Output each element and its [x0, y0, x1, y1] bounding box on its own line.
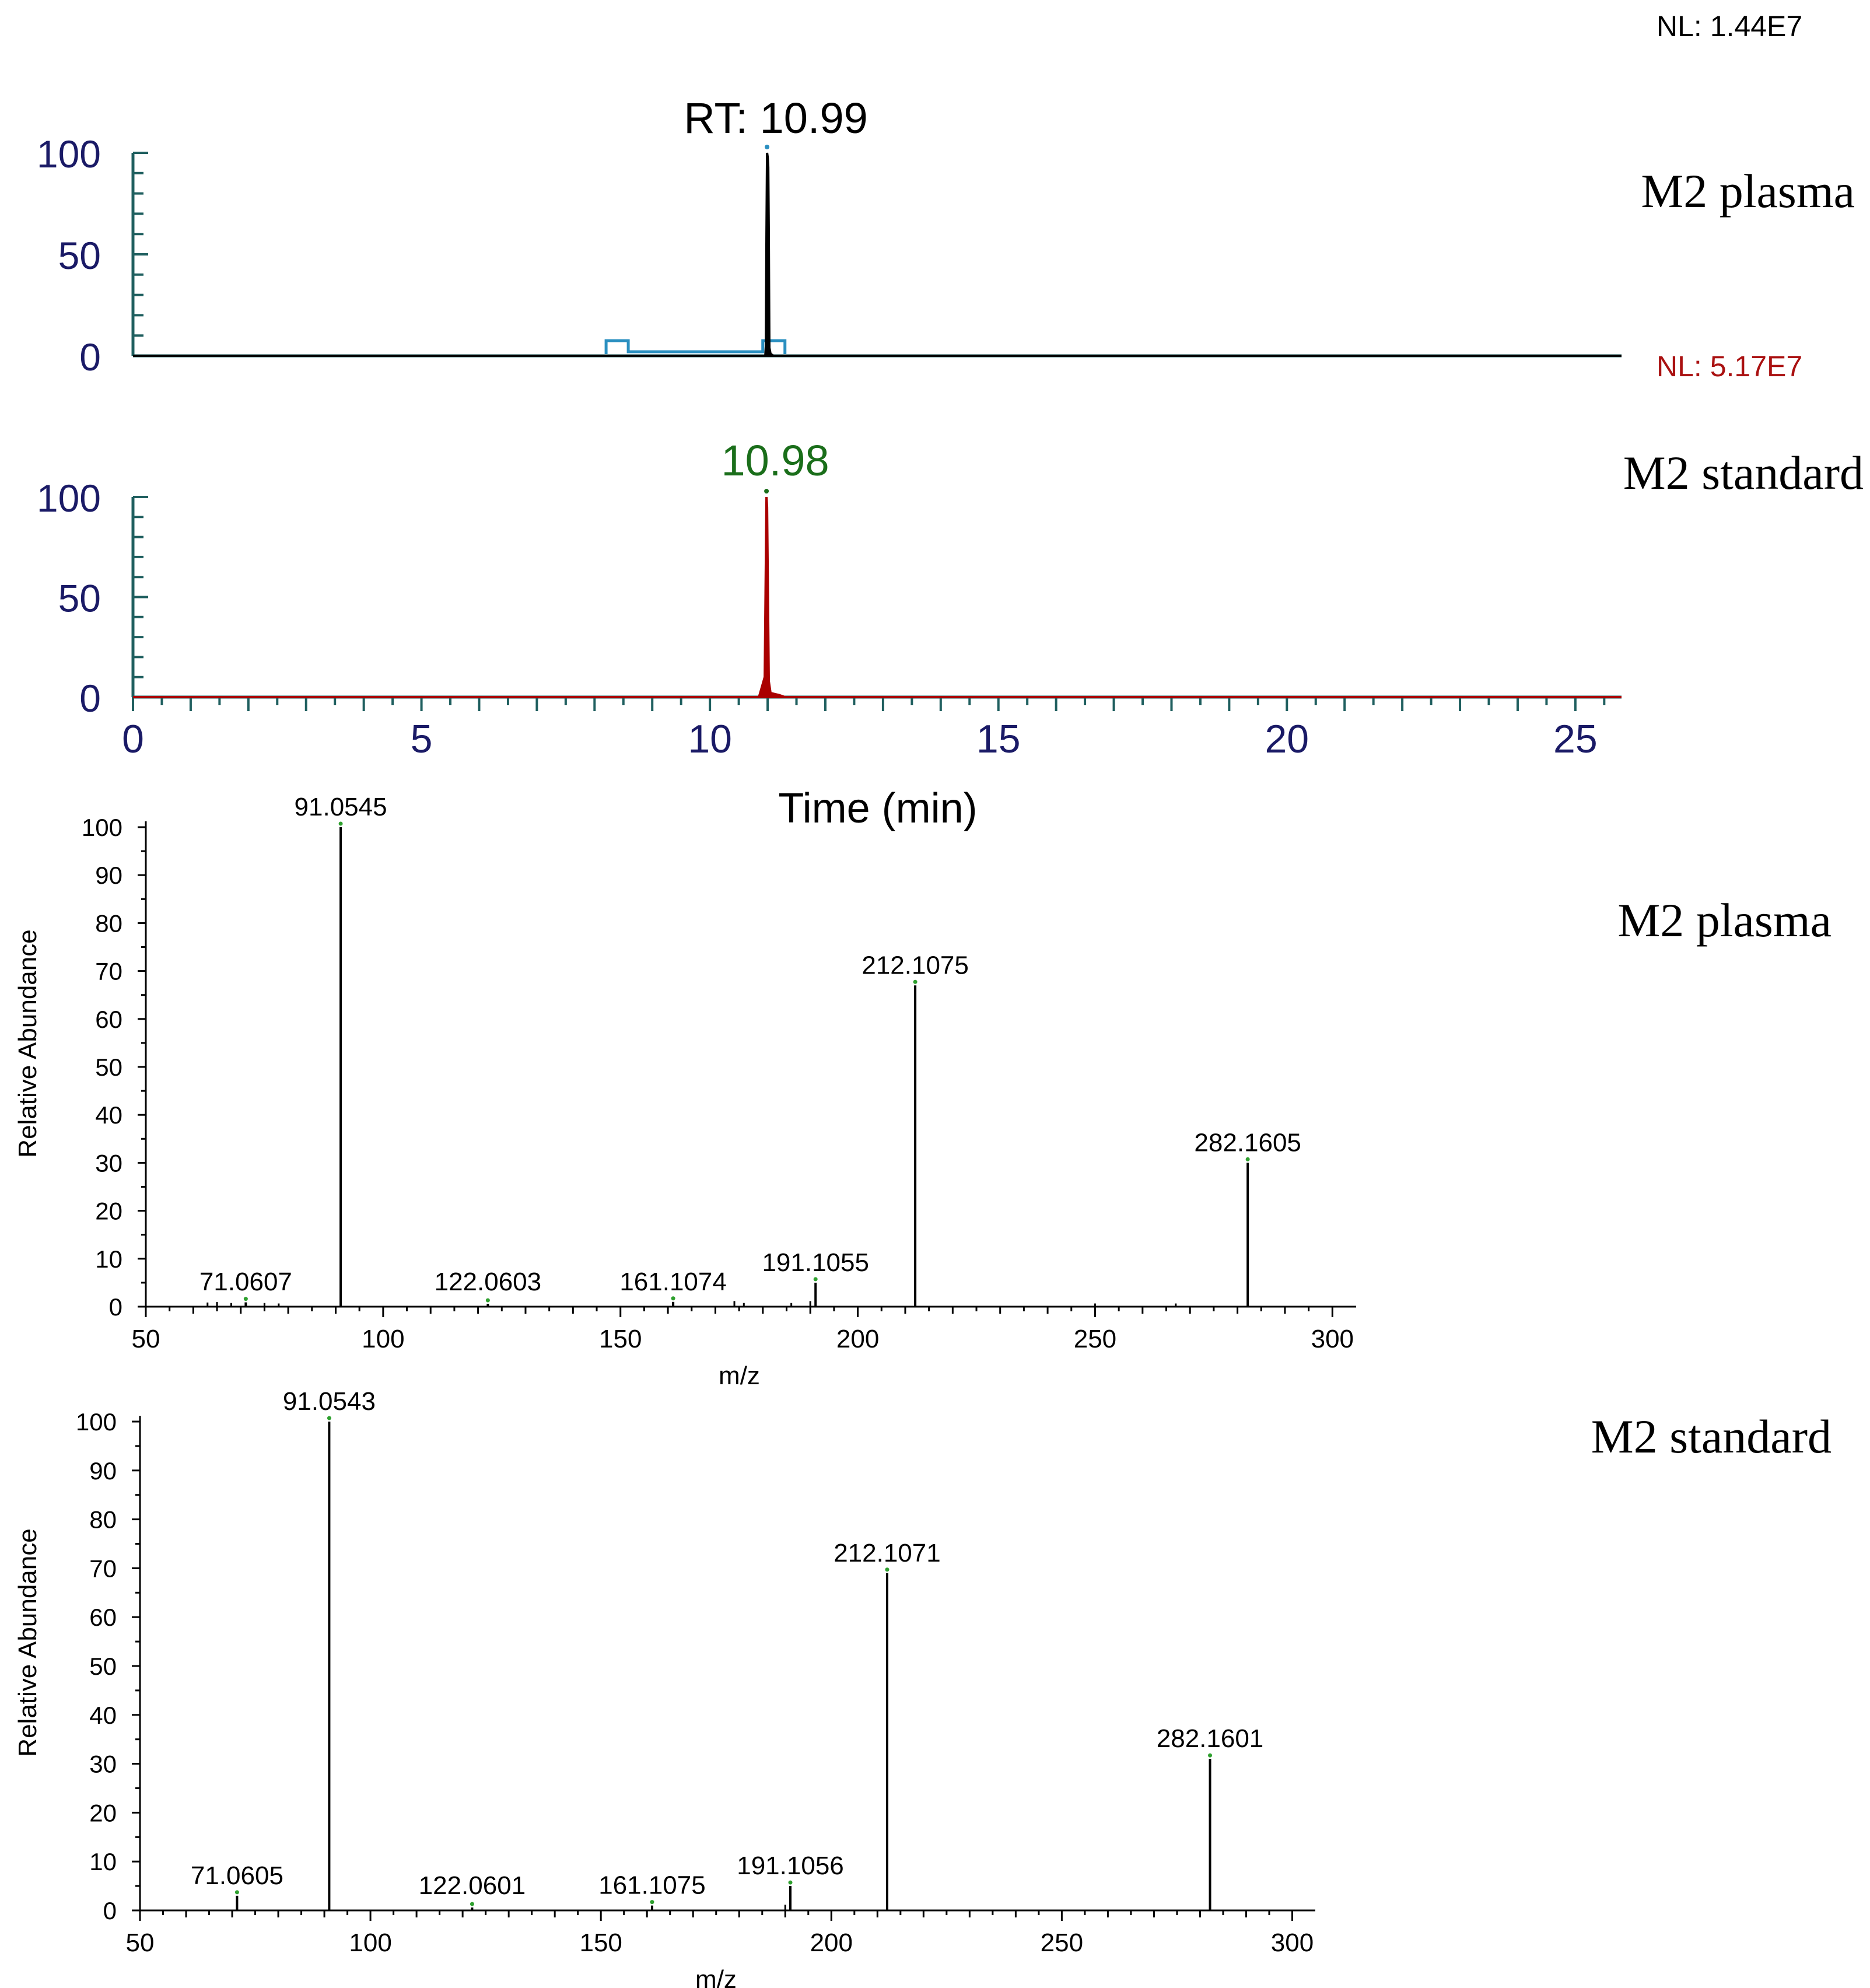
y-tick-label: 100	[37, 132, 101, 176]
y-axis-title: Relative Abundance	[13, 929, 42, 1157]
y-tick-label: 100	[82, 814, 122, 841]
ms-spectrum-plasma-panel: 0 10 20 30 40 50 60 70 80 90 100 50 100 150 200 250 300 m…	[13, 793, 1832, 1390]
panel-label: M2 plasma	[1617, 894, 1832, 947]
x-tick-label: 250	[1074, 1325, 1116, 1353]
peak-marker	[485, 1298, 490, 1303]
peak-label: 122.0603	[435, 1268, 542, 1296]
x-tick-label: 200	[810, 1929, 853, 1957]
y-tick-label: 40	[89, 1702, 117, 1729]
y-tick-label: 80	[95, 909, 122, 937]
y-tick-label: 10	[95, 1245, 122, 1273]
x-tick-label: 0	[122, 717, 144, 761]
y-axis-title: Relative Abundance	[13, 1528, 42, 1756]
peak-label: 191.1056	[737, 1852, 844, 1880]
y-tick-label: 40	[95, 1101, 122, 1129]
y-tick-label: 50	[58, 234, 101, 277]
x-tick-label: 100	[362, 1325, 404, 1353]
y-tick-label: 30	[89, 1751, 117, 1778]
y-tick-label: 0	[103, 1897, 117, 1924]
y-tick-label: 30	[95, 1149, 122, 1177]
y-tick-label: 50	[95, 1054, 122, 1081]
x-tick-label: 5	[411, 717, 433, 761]
peak-marker	[1245, 1157, 1250, 1161]
ms-spectrum-standard-panel: 0 10 20 30 40 50 60 70 80 90 100 50 100 150 200 250 300 m…	[13, 1387, 1832, 1988]
x-tick-label: 100	[349, 1929, 391, 1957]
peak-marker	[671, 1296, 675, 1301]
peak-marker	[234, 1890, 239, 1895]
panel-label: M2 standard	[1591, 1410, 1832, 1463]
peak-marker	[885, 1567, 890, 1572]
nl-label: NL: 1.44E7	[1657, 10, 1802, 43]
y-tick-label: 10	[89, 1848, 117, 1875]
peak-marker	[813, 1277, 818, 1282]
peak-marker	[788, 1880, 793, 1885]
peak-label: 91.0545	[295, 793, 387, 821]
y-tick-label: 90	[89, 1457, 117, 1485]
y-tick-label: 20	[89, 1799, 117, 1826]
x-tick-label: 150	[599, 1325, 642, 1353]
x-axis-title: m/z	[695, 1965, 737, 1988]
peak-apex-marker	[765, 145, 770, 149]
peak-label: 191.1055	[762, 1248, 869, 1277]
y-tick-label: 60	[95, 1006, 122, 1033]
chromatogram-trace	[133, 152, 1622, 357]
y-tick-label: 70	[95, 958, 122, 985]
x-tick-label: 10	[688, 717, 732, 761]
nl-label: NL: 5.17E7	[1657, 350, 1802, 383]
x-tick-label: 50	[132, 1325, 160, 1353]
peak-marker	[913, 979, 918, 984]
y-tick-label: 80	[89, 1506, 117, 1534]
peak-apex-marker	[764, 489, 769, 494]
x-tick-label: 15	[976, 717, 1021, 761]
panel-label: M2 standard	[1623, 446, 1864, 499]
peak-label: 212.1071	[834, 1539, 941, 1567]
peak-label: 212.1075	[862, 951, 969, 979]
y-tick-label: 90	[95, 862, 122, 889]
x-tick-label: 300	[1271, 1929, 1314, 1957]
y-tick-label: 60	[89, 1604, 117, 1631]
peak-label: 161.1074	[619, 1268, 727, 1296]
x-axis-title: Time (min)	[778, 785, 977, 832]
x-tick-label: 25	[1553, 717, 1598, 761]
peak-marker	[470, 1902, 474, 1906]
x-tick-label: 150	[579, 1929, 622, 1957]
y-tick-label: 0	[79, 677, 101, 720]
peak-marker	[243, 1297, 248, 1301]
peak-marker	[327, 1416, 331, 1420]
y-tick-label: 50	[89, 1653, 117, 1680]
chromatogram-plasma-panel: 100 50 0 RT: 10.99 NL: 1.44E7 M2 plasma	[37, 10, 1855, 379]
x-tick-label: 200	[836, 1325, 879, 1353]
x-tick-label: 300	[1311, 1325, 1354, 1353]
peak-marker	[1208, 1753, 1213, 1758]
panel-label: M2 plasma	[1641, 164, 1855, 218]
peak-label: 10.98	[721, 436, 829, 485]
integration-box	[604, 339, 787, 354]
x-tick-label: 250	[1041, 1929, 1083, 1957]
x-axis-title: m/z	[719, 1362, 760, 1390]
y-tick-label: 100	[76, 1408, 117, 1436]
y-tick-label: 0	[79, 335, 101, 379]
peak-label: 71.0607	[199, 1268, 292, 1296]
y-tick-label: 20	[95, 1198, 122, 1225]
peak-label: 161.1075	[598, 1871, 706, 1900]
x-tick-label: 20	[1265, 717, 1309, 761]
y-tick-label: 0	[109, 1293, 122, 1321]
peak-marker	[650, 1900, 654, 1905]
peak-label: 91.0543	[283, 1387, 376, 1416]
y-tick-label: 70	[89, 1555, 117, 1582]
y-tick-label: 100	[37, 477, 101, 520]
peak-marker	[338, 821, 343, 826]
peak-label: RT: 10.99	[684, 94, 867, 142]
peak-label: 282.1605	[1194, 1128, 1301, 1157]
peak-label: 71.0605	[191, 1861, 283, 1890]
peak-label: 122.0601	[419, 1871, 526, 1900]
chromatogram-trace	[133, 496, 1622, 698]
x-tick-label: 50	[126, 1929, 155, 1957]
peak-label: 282.1601	[1157, 1724, 1264, 1753]
chromatogram-standard-panel: 100 50 00 5 10 15 20 25 Time (min) 10.98 NL: 5.17E…	[37, 350, 1864, 832]
y-tick-label: 50	[58, 577, 101, 620]
